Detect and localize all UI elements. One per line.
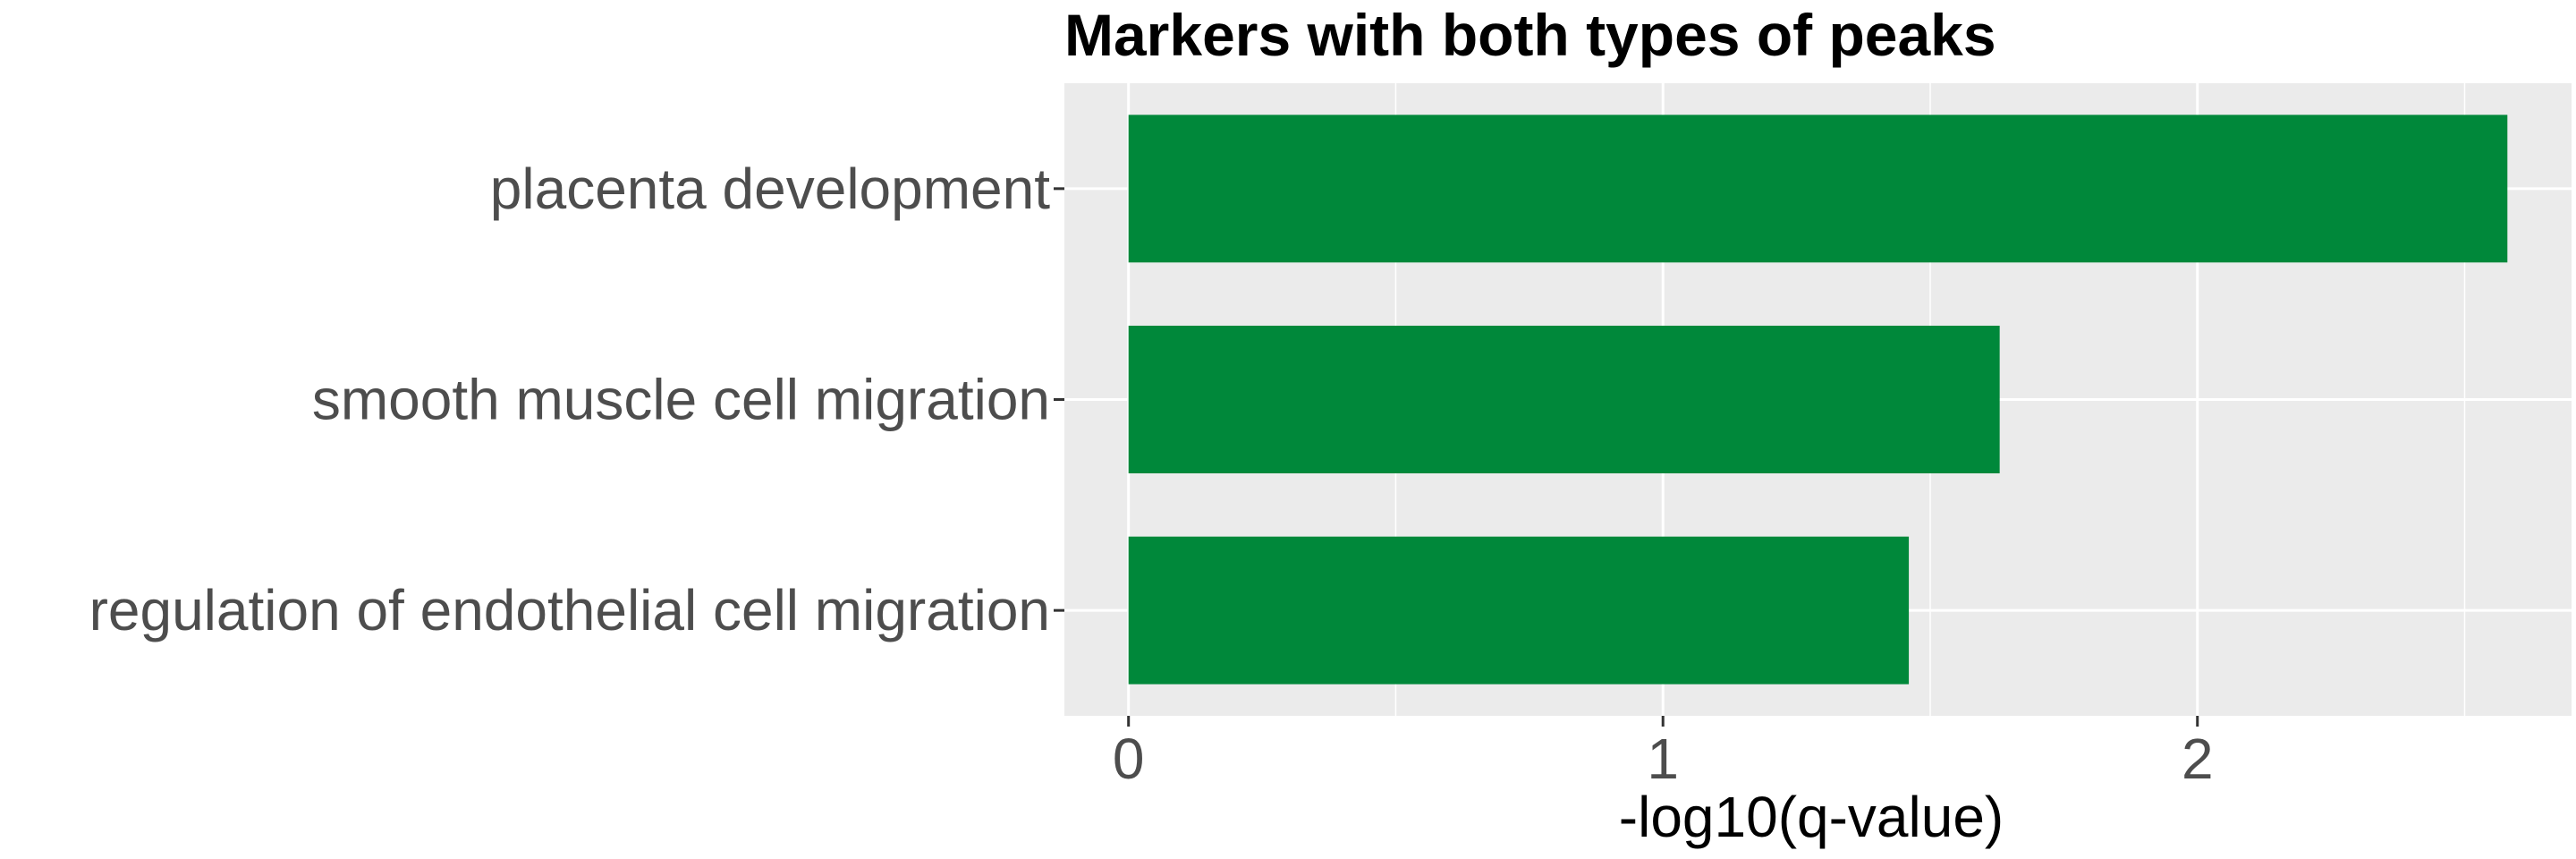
bar (1128, 536, 1910, 685)
x-tick-label: 1 (1647, 727, 1679, 791)
chart-title: Markers with both types of peaks (1064, 2, 1996, 68)
bar (1128, 326, 2000, 473)
bars (1128, 115, 2508, 685)
y-tick-label: smooth muscle cell migration (312, 368, 1050, 432)
y-tick-label: placenta development (490, 157, 1050, 221)
x-tick-label: 2 (2182, 727, 2214, 791)
y-axis: placenta development smooth muscle cell m… (89, 157, 1064, 642)
y-tick-label: regulation of endothelial cell migration (89, 578, 1050, 642)
x-axis-title: -log10(q-value) (1619, 785, 2004, 849)
bar (1128, 115, 2508, 263)
x-tick-label: 0 (1113, 727, 1145, 791)
x-axis: 0 1 2 (1113, 716, 2214, 791)
